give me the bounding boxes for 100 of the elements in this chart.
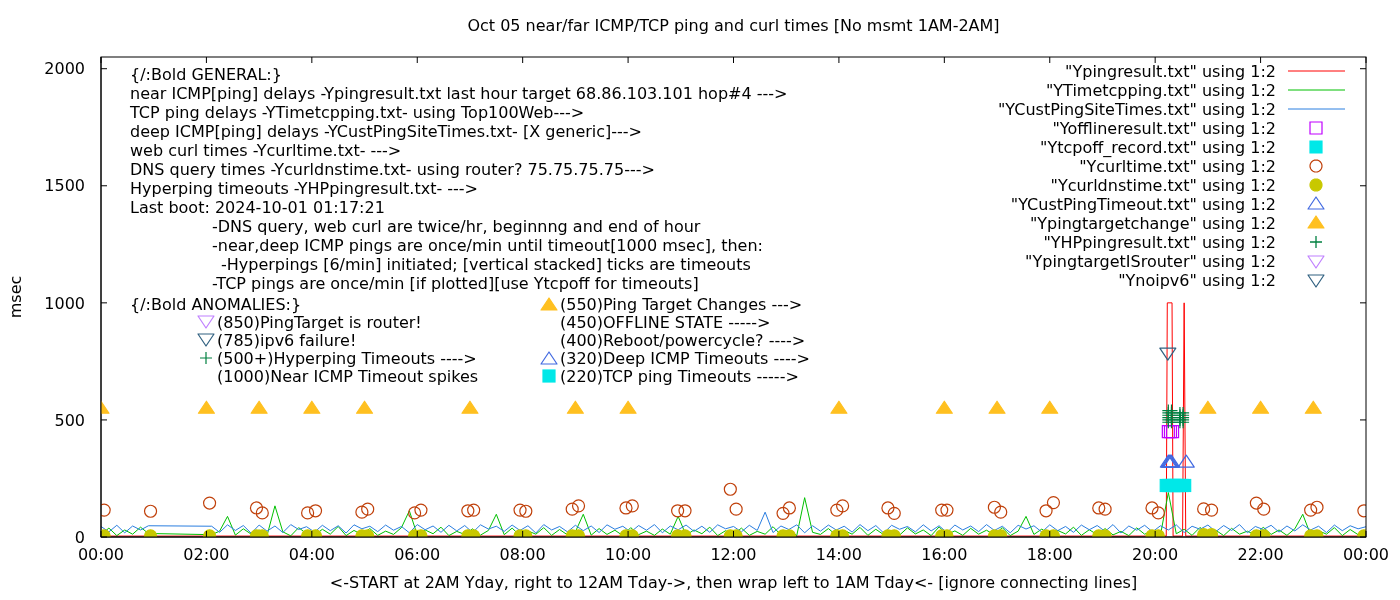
point bbox=[1249, 496, 1263, 510]
annotation: -TCP pings are once/min [if plotted][use Ytcpoff for timeouts] bbox=[212, 274, 699, 293]
y-tick-label: 0 bbox=[74, 527, 85, 547]
point bbox=[1046, 495, 1061, 510]
annotation: (220)TCP ping Timeouts -----> bbox=[560, 367, 799, 386]
point bbox=[1151, 506, 1165, 520]
x-tick-label: 08:00 bbox=[499, 545, 546, 565]
legend-label: "Ypingresult.txt" using 1:2 bbox=[1065, 62, 1276, 81]
point bbox=[355, 400, 374, 414]
point bbox=[1098, 502, 1112, 516]
point bbox=[301, 506, 315, 520]
point bbox=[461, 504, 475, 518]
point bbox=[987, 500, 1002, 514]
annotation: (400)Reboot/powercycle? ----> bbox=[560, 331, 806, 350]
point bbox=[565, 502, 579, 516]
annotation: TCP ping delays -YTimetcpping.txt- using Top100Web---> bbox=[129, 103, 585, 122]
annotation: near ICMP[ping] delays -Ypingresult.txt last hour target 68.86.103.101 hop#4 ---> bbox=[130, 84, 788, 103]
legend-label: "YpingtargetISrouter" using 1:2 bbox=[1025, 252, 1276, 271]
point bbox=[143, 504, 158, 518]
point bbox=[988, 400, 1006, 414]
point bbox=[723, 482, 737, 496]
annotation: (850)PingTarget is router! bbox=[217, 313, 422, 332]
point bbox=[994, 505, 1008, 519]
y-axis-title: msec bbox=[5, 275, 25, 319]
legend-label: "YCustPingSiteTimes.txt" using 1:2 bbox=[997, 100, 1276, 119]
point bbox=[935, 400, 953, 414]
point bbox=[887, 506, 901, 520]
point bbox=[308, 504, 323, 518]
point bbox=[776, 506, 790, 520]
x-tick-label: 04:00 bbox=[288, 545, 335, 565]
x-tick-label: 22:00 bbox=[1237, 545, 1284, 565]
point bbox=[519, 504, 533, 518]
y-tick-label: 1500 bbox=[44, 176, 85, 196]
point bbox=[467, 503, 481, 517]
point bbox=[1204, 503, 1219, 517]
x-tick-label: 20:00 bbox=[1132, 545, 1179, 565]
point bbox=[1145, 501, 1159, 515]
point bbox=[1304, 503, 1318, 517]
legend-label: "Ypingtargetchange" using 1:2 bbox=[1029, 214, 1276, 233]
point bbox=[836, 499, 850, 513]
point bbox=[1039, 504, 1053, 518]
point bbox=[566, 400, 584, 414]
x-tick-label: 06:00 bbox=[394, 545, 441, 565]
annotation: -Hyperpings [6/min] initiated; [vertical stacked] ticks are timeouts bbox=[221, 255, 751, 274]
annotation: DNS query times -Ycurldnstime.txt- using router? 75.75.75.75---> bbox=[130, 160, 655, 179]
x-tick-label: 00:00 bbox=[77, 545, 125, 565]
point bbox=[625, 499, 639, 513]
legend-label: "YCustPingTimeout.txt" using 1:2 bbox=[1010, 195, 1276, 214]
point bbox=[619, 501, 633, 515]
annotation: (550)Ping Target Changes ---> bbox=[560, 295, 803, 314]
y-tick-label: 1000 bbox=[44, 293, 85, 313]
annotation: {/:Bold GENERAL:} bbox=[130, 65, 282, 84]
point bbox=[197, 400, 216, 414]
annotation: (785)ipv6 failure! bbox=[217, 331, 357, 350]
point bbox=[202, 496, 217, 510]
legend-label: "Ynoipv6" using 1:2 bbox=[1118, 271, 1276, 290]
x-tick-label: 00:00 bbox=[1342, 545, 1390, 565]
chart-title: Oct 05 near/far ICMP/TCP ping and curl times [No msmt 1AM-2AM] bbox=[467, 16, 1000, 35]
x-axis-title: <-START at 2AM Yday, right to 12AM Tday->, then wrap left to 1AM Tday<- [ignore connecting lines] bbox=[329, 573, 1138, 592]
point bbox=[571, 499, 586, 513]
point bbox=[830, 503, 844, 517]
legend-label: "Ycurltime.txt" using 1:2 bbox=[1079, 157, 1276, 176]
legend-label: "Ycurldnstime.txt" using 1:2 bbox=[1050, 176, 1276, 195]
point bbox=[1159, 347, 1177, 361]
point bbox=[303, 400, 321, 414]
point bbox=[1257, 502, 1271, 516]
point bbox=[414, 503, 428, 517]
point bbox=[782, 501, 796, 515]
legend-label: "Ytcpoff_record.txt" using 1:2 bbox=[1040, 138, 1276, 158]
point bbox=[361, 502, 375, 516]
point bbox=[1092, 501, 1106, 515]
point bbox=[830, 400, 848, 414]
legend-label: "YHPpingresult.txt" using 1:2 bbox=[1043, 233, 1276, 252]
point bbox=[1177, 454, 1195, 468]
annotation: (1000)Near ICMP Timeout spikes bbox=[217, 367, 479, 386]
point bbox=[249, 501, 264, 515]
point bbox=[678, 504, 692, 518]
x-tick-label: 16:00 bbox=[921, 545, 968, 565]
point bbox=[1199, 400, 1217, 414]
point bbox=[940, 503, 954, 517]
x-tick-label: 12:00 bbox=[710, 545, 757, 565]
annotation: Hyperping timeouts -YHPpingresult.txt- ---> bbox=[130, 179, 479, 198]
point bbox=[619, 400, 637, 414]
annotation: web curl times -Ycurltime.txt- ---> bbox=[130, 141, 402, 160]
point bbox=[729, 502, 743, 516]
legend-label: "Yofflineresult.txt" using 1:2 bbox=[1052, 119, 1276, 138]
annotation: Last boot: 2024-10-01 01:17:21 bbox=[130, 198, 385, 217]
point bbox=[355, 505, 369, 519]
y-tick-label: 2000 bbox=[44, 59, 85, 79]
annotation: (320)Deep ICMP Timeouts ----> bbox=[560, 349, 810, 368]
annotation: -near,deep ICMP pings are once/min until timeout[1000 msec], then: bbox=[212, 236, 763, 255]
x-tick-label: 14:00 bbox=[815, 545, 862, 565]
point bbox=[461, 400, 479, 414]
y-tick-label: 500 bbox=[54, 410, 85, 430]
point bbox=[1310, 500, 1324, 514]
point bbox=[1304, 400, 1322, 414]
x-tick-label: 18:00 bbox=[1026, 545, 1073, 565]
point bbox=[1251, 400, 1270, 414]
point bbox=[935, 503, 949, 517]
annotation: -DNS query, web curl are twice/hr, beginnng and end of hour bbox=[212, 217, 701, 236]
